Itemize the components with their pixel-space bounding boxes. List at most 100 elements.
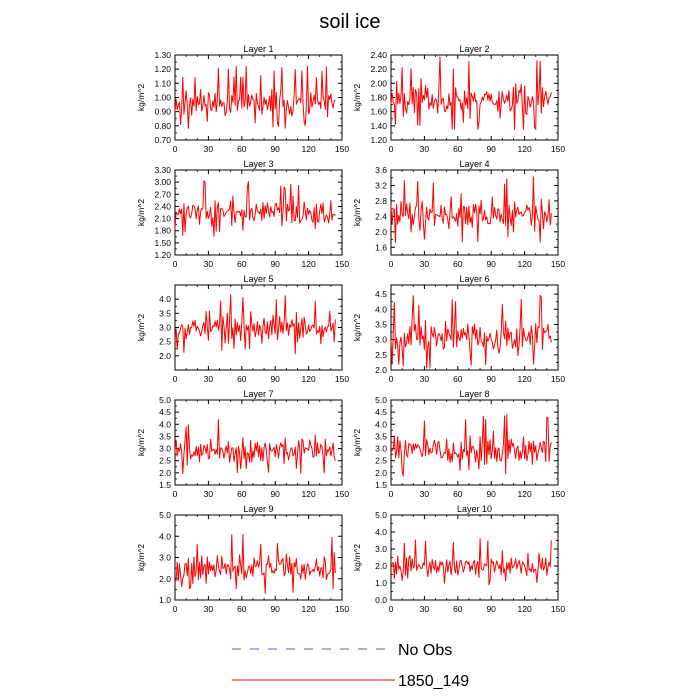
y-tick-label: 0.80 bbox=[154, 121, 171, 131]
series-line-1850_149 bbox=[174, 293, 336, 355]
legend-label-1850-149: 1850_149 bbox=[398, 673, 469, 690]
y-tick-label: 1.30 bbox=[154, 50, 171, 60]
x-tick-label: 0 bbox=[173, 489, 178, 499]
x-tick-label: 90 bbox=[486, 374, 496, 384]
y-tick-label: 1.10 bbox=[154, 78, 171, 88]
x-tick-label: 120 bbox=[518, 259, 532, 269]
x-tick-label: 120 bbox=[518, 489, 532, 499]
panel-layer-2: Layer 2 kg/m^2 0 30 60 90 120 150 1.20 1.40 1.60 1.… bbox=[352, 44, 565, 154]
y-tick-label: 2.5 bbox=[375, 456, 387, 466]
y-tick-label: 3.5 bbox=[159, 431, 171, 441]
x-tick-label: 150 bbox=[551, 259, 565, 269]
x-tick-label: 0 bbox=[173, 374, 178, 384]
y-tick-label: 0.0 bbox=[375, 595, 387, 605]
x-tick-label: 30 bbox=[420, 144, 430, 154]
x-tick-label: 60 bbox=[237, 374, 247, 384]
panel-title: Layer 10 bbox=[457, 504, 492, 514]
panel-title: Layer 5 bbox=[243, 274, 273, 284]
x-tick-label: 30 bbox=[420, 489, 430, 499]
panel-layer-4: Layer 4 kg/m^2 0 30 60 90 120 150 1.6 2.0 2.4 2.8 3.… bbox=[352, 159, 565, 269]
x-tick-label: 60 bbox=[237, 489, 247, 499]
x-tick-label: 0 bbox=[173, 259, 178, 269]
y-tick-label: 4.0 bbox=[159, 294, 171, 304]
panel-layer-6: Layer 6 kg/m^2 0 30 60 90 120 150 2.0 2.5 3.0 3.5 4.… bbox=[352, 274, 565, 384]
y-tick-label: 4.0 bbox=[159, 419, 171, 429]
y-axis-label: kg/m^2 bbox=[136, 429, 146, 456]
series-line-1850_149 bbox=[174, 65, 336, 129]
y-tick-label: 4.5 bbox=[375, 407, 387, 417]
y-tick-label: 2.10 bbox=[154, 214, 171, 224]
y-tick-label: 1.80 bbox=[370, 93, 387, 103]
y-tick-label: 4.0 bbox=[375, 527, 387, 537]
series-line-1850_149 bbox=[390, 56, 552, 131]
series-line-1850_149 bbox=[174, 418, 336, 475]
x-tick-label: 30 bbox=[420, 259, 430, 269]
x-tick-label: 90 bbox=[270, 374, 280, 384]
y-tick-label: 3.6 bbox=[375, 165, 387, 175]
plot-frame bbox=[174, 399, 343, 486]
panel-layer-8: Layer 8 kg/m^2 0 30 60 90 120 150 1.5 2.0 2.5 3.0 3.… bbox=[352, 389, 565, 499]
y-tick-label: 2.8 bbox=[375, 196, 387, 206]
x-tick-label: 150 bbox=[335, 144, 349, 154]
y-axis-label: kg/m^2 bbox=[136, 84, 146, 111]
x-tick-label: 60 bbox=[237, 259, 247, 269]
series-line-1850_149 bbox=[390, 294, 552, 369]
x-tick-label: 90 bbox=[270, 259, 280, 269]
x-tick-label: 60 bbox=[453, 144, 463, 154]
panel-title: Layer 1 bbox=[243, 44, 273, 54]
y-tick-label: 3.2 bbox=[375, 180, 387, 190]
x-tick-label: 150 bbox=[335, 259, 349, 269]
x-tick-label: 120 bbox=[302, 374, 316, 384]
y-tick-label: 3.0 bbox=[375, 335, 387, 345]
x-tick-label: 30 bbox=[204, 489, 214, 499]
y-tick-label: 2.40 bbox=[370, 50, 387, 60]
y-axis-label: kg/m^2 bbox=[136, 544, 146, 571]
y-tick-label: 2.4 bbox=[375, 211, 387, 221]
x-tick-label: 120 bbox=[302, 489, 316, 499]
panel-title: Layer 3 bbox=[243, 159, 273, 169]
x-tick-label: 60 bbox=[453, 489, 463, 499]
y-tick-label: 1.5 bbox=[159, 480, 171, 490]
y-axis-label: kg/m^2 bbox=[352, 314, 362, 341]
y-tick-label: 3.0 bbox=[375, 444, 387, 454]
y-tick-label: 1.0 bbox=[375, 578, 387, 588]
y-tick-label: 1.6 bbox=[375, 242, 387, 252]
x-tick-label: 120 bbox=[518, 144, 532, 154]
y-axis-label: kg/m^2 bbox=[352, 429, 362, 456]
y-tick-label: 4.5 bbox=[159, 407, 171, 417]
y-axis-label: kg/m^2 bbox=[352, 84, 362, 111]
x-tick-label: 150 bbox=[551, 604, 565, 614]
y-tick-label: 5.0 bbox=[375, 395, 387, 405]
x-tick-label: 30 bbox=[204, 604, 214, 614]
y-tick-label: 2.00 bbox=[370, 78, 387, 88]
y-tick-label: 3.30 bbox=[154, 165, 171, 175]
x-tick-label: 150 bbox=[551, 144, 565, 154]
x-tick-label: 120 bbox=[302, 144, 316, 154]
panel-title: Layer 8 bbox=[459, 389, 489, 399]
y-tick-label: 3.5 bbox=[159, 308, 171, 318]
y-tick-label: 2.0 bbox=[159, 468, 171, 478]
y-tick-label: 3.00 bbox=[154, 177, 171, 187]
x-tick-label: 60 bbox=[453, 374, 463, 384]
y-tick-label: 4.5 bbox=[375, 289, 387, 299]
x-tick-label: 90 bbox=[270, 144, 280, 154]
y-tick-label: 3.0 bbox=[375, 544, 387, 554]
y-tick-label: 2.20 bbox=[370, 64, 387, 74]
y-tick-label: 4.0 bbox=[375, 304, 387, 314]
y-tick-label: 1.50 bbox=[154, 238, 171, 248]
panel-layer-10: Layer 10 kg/m^2 0 30 60 90 120 150 0.0 1.0 2.0 3.0 4… bbox=[352, 504, 565, 614]
x-tick-label: 150 bbox=[551, 489, 565, 499]
panel-layer-7: Layer 7 kg/m^2 0 30 60 90 120 150 1.5 2.0 2.5 3.0 3.… bbox=[136, 389, 349, 499]
legend-label-no-obs: No Obs bbox=[398, 642, 452, 659]
y-tick-label: 1.5 bbox=[375, 480, 387, 490]
x-tick-label: 90 bbox=[486, 604, 496, 614]
y-tick-label: 0.90 bbox=[154, 107, 171, 117]
y-tick-label: 2.5 bbox=[159, 456, 171, 466]
plot-frame bbox=[174, 514, 343, 601]
series-line-1850_149 bbox=[174, 533, 336, 594]
legend: No Obs 1850_149 bbox=[232, 642, 469, 690]
panel-title: Layer 2 bbox=[459, 44, 489, 54]
x-tick-label: 120 bbox=[518, 374, 532, 384]
